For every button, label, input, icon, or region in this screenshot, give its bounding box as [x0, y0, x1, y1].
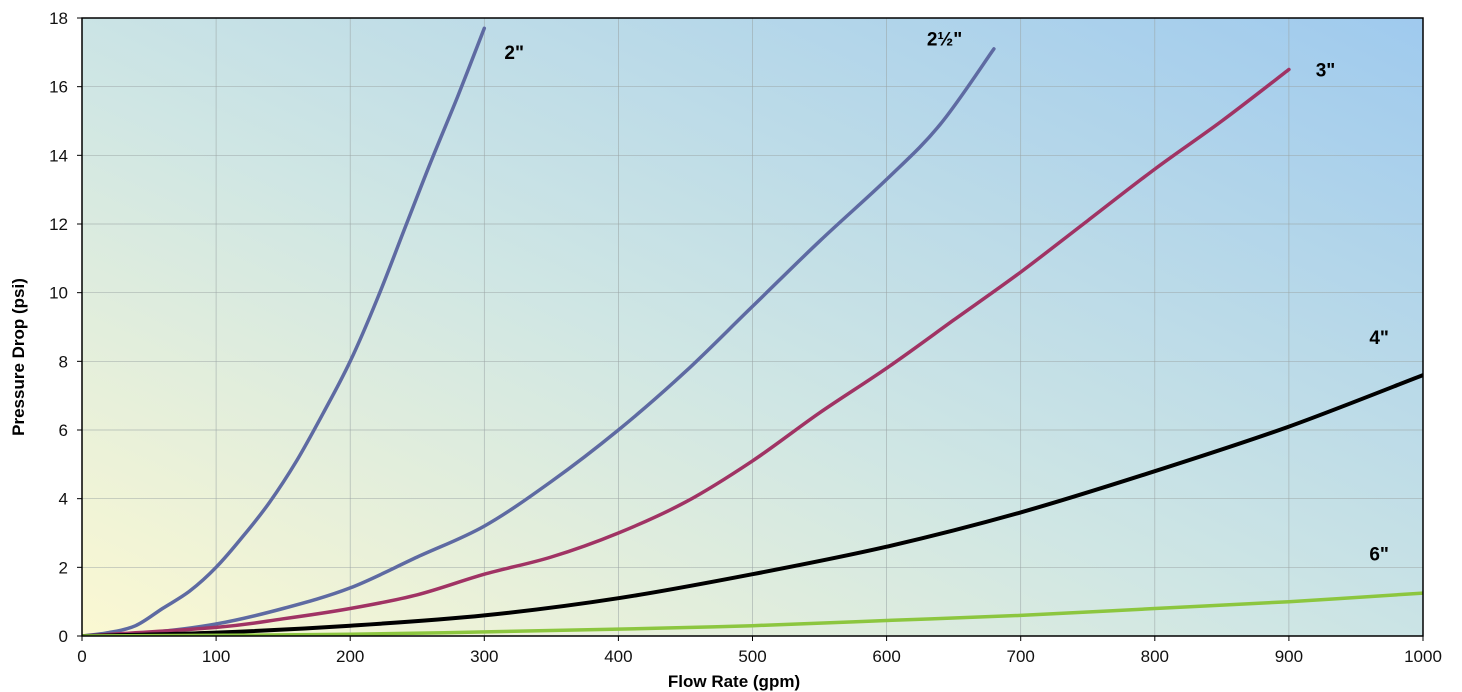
y-tick-label: 16 [49, 78, 68, 97]
y-tick-label: 12 [49, 215, 68, 234]
y-tick-label: 8 [59, 352, 68, 371]
y-tick-label: 4 [59, 490, 68, 509]
y-tick-label: 10 [49, 284, 68, 303]
grid [82, 18, 1423, 636]
series-lines [82, 26, 1423, 636]
series-line-4 [82, 373, 1423, 636]
y-tick-label: 2 [59, 558, 68, 577]
series-label-1: 2" [504, 43, 524, 64]
series-line-1 [82, 26, 487, 636]
x-tick-label: 100 [202, 647, 230, 666]
series-line-2 [82, 47, 996, 636]
y-axis-title: Pressure Drop (psi) [9, 278, 28, 436]
y-tick-label: 0 [59, 627, 68, 646]
x-tick-label: 1000 [1404, 647, 1442, 666]
series-label-4: 4" [1369, 328, 1389, 349]
y-tick-label: 14 [49, 146, 68, 165]
x-tick-label: 600 [872, 647, 900, 666]
x-axis-title: Flow Rate (gpm) [668, 672, 800, 691]
x-tick-label: 700 [1007, 647, 1035, 666]
x-tick-label: 0 [77, 647, 86, 666]
x-axis-ticks: 0 100 200 300 400 500 600 700 800 900 1000 [77, 636, 1442, 666]
y-tick-label: 6 [59, 421, 68, 440]
x-tick-label: 500 [738, 647, 766, 666]
series-line-3 [82, 67, 1291, 636]
x-tick-label: 400 [604, 647, 632, 666]
series-line-5 [82, 591, 1423, 636]
x-tick-label: 900 [1275, 647, 1303, 666]
y-tick-label: 18 [49, 9, 68, 28]
series-label-2: 2½" [927, 29, 962, 50]
x-tick-label: 300 [470, 647, 498, 666]
x-tick-label: 200 [336, 647, 364, 666]
y-axis-ticks: 0 2 4 6 8 10 12 14 16 18 [49, 9, 82, 646]
x-tick-label: 800 [1141, 647, 1169, 666]
series-label-3: 3" [1316, 60, 1336, 81]
series-label-5: 6" [1369, 544, 1389, 565]
series-labels: 2" 2½" 3" 4" 6" [504, 29, 1389, 565]
